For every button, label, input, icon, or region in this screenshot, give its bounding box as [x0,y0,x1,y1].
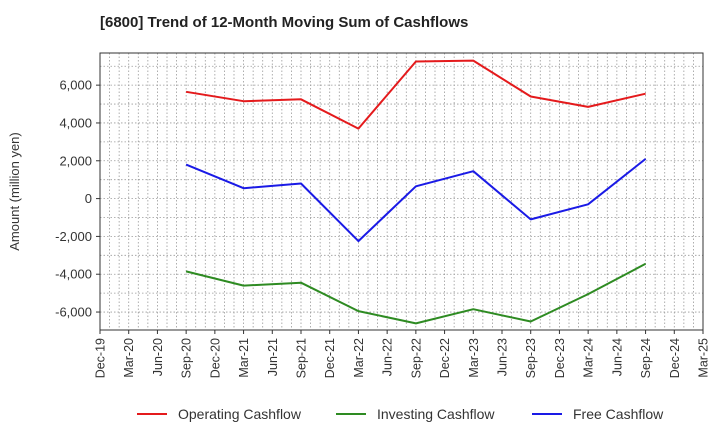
y-tick-label: 4,000 [59,115,92,130]
x-tick-label: Sep-24 [639,338,653,378]
legend-label-investing-cashflow: Investing Cashflow [377,406,495,422]
series-line-operating-cashflow [185,59,646,130]
y-tick-label: -2,000 [55,229,92,244]
x-tick-label: Dec-21 [323,338,337,378]
legend-label-free-cashflow: Free Cashflow [573,406,664,422]
x-tick-label: Mar-21 [237,338,251,378]
x-tick-label: Sep-23 [524,338,538,378]
y-tick-label: 0 [85,191,92,206]
x-tick-label: Dec-20 [208,338,222,378]
plot-frame [99,52,704,331]
x-tick-label: Mar-25 [697,338,711,378]
series-line-investing-cashflow [185,262,647,325]
x-tick-label: Jun-22 [381,338,395,376]
x-tick-label: Jun-24 [610,338,624,376]
x-tick-label: Dec-24 [668,338,682,378]
x-tick-label: Dec-19 [94,338,108,378]
y-axis-label: Amount (million yen) [7,132,22,251]
x-tick-label: Mar-20 [122,338,136,378]
legend-label-operating-cashflow: Operating Cashflow [178,406,302,422]
y-tick-label: 2,000 [59,153,92,168]
x-tick-label: Sep-20 [180,338,194,378]
y-tick-label: -4,000 [55,267,92,282]
x-tick-label: Jun-20 [151,338,165,376]
x-tick-label: Sep-21 [295,338,309,378]
x-tick-label: Mar-24 [582,338,596,378]
y-tick-label: 6,000 [59,78,92,93]
chart-title: [6800] Trend of 12-Month Moving Sum of C… [100,14,469,31]
x-tick-label: Dec-22 [438,338,452,378]
series-line-free-cashflow [185,158,647,243]
plot-area [100,53,703,330]
x-tick-label: Mar-22 [352,338,366,378]
x-tick-label: Sep-22 [409,338,423,378]
x-tick-label: Jun-23 [496,338,510,376]
y-tick-label: -6,000 [55,305,92,320]
x-tick-label: Jun-21 [266,338,280,376]
x-tick-label: Mar-23 [467,338,481,378]
x-tick-label: Dec-23 [553,338,567,378]
